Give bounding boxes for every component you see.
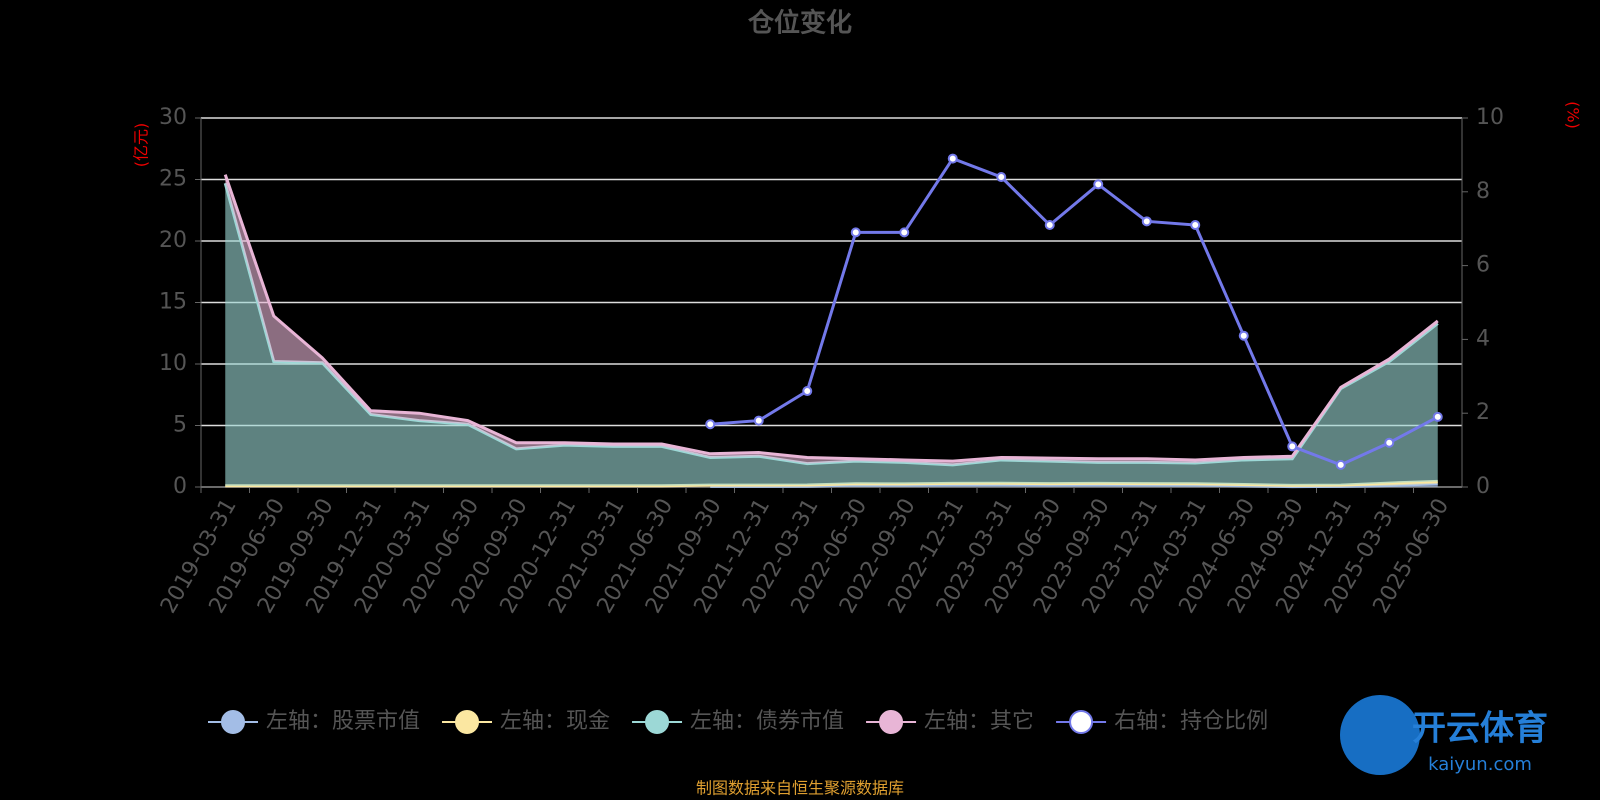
area-line <box>223 174 1439 463</box>
y-tick-label: 25 <box>159 167 187 192</box>
line-point <box>1384 437 1395 448</box>
y-tick-label: 10 <box>159 351 187 376</box>
legend-symbol <box>879 710 904 734</box>
legend-label: 左轴：债券市值 <box>690 709 844 734</box>
legend-symbol <box>645 710 670 734</box>
line-point <box>1335 459 1346 470</box>
line-point <box>705 419 716 430</box>
line-point <box>1093 179 1104 190</box>
chart-title: 仓位变化 <box>747 8 852 39</box>
line-point <box>996 172 1007 183</box>
legend-symbol <box>455 710 480 734</box>
legend-item[interactable]: 左轴：其它 <box>866 709 1034 734</box>
y2-tick-label: 0 <box>1476 474 1490 499</box>
y-unit-label: (亿元) <box>132 123 151 168</box>
legend-label: 右轴：持仓比例 <box>1114 709 1268 734</box>
legend-item[interactable]: 左轴：现金 <box>442 709 610 734</box>
legend-label: 左轴：其它 <box>924 709 1034 734</box>
y2-tick-label: 8 <box>1476 179 1490 204</box>
watermark-text: kaiyun.com <box>1428 754 1532 775</box>
y2-tick-label: 2 <box>1476 400 1490 425</box>
line-point <box>1287 441 1298 452</box>
line-point <box>1432 411 1443 422</box>
y2-unit-label: (%) <box>1564 101 1583 129</box>
line-point <box>753 415 764 426</box>
y-tick-label: 20 <box>159 228 187 253</box>
watermark-logo <box>1340 695 1420 775</box>
legend-label: 左轴：股票市值 <box>266 709 420 734</box>
legend-symbol <box>221 710 245 734</box>
y2-tick-label: 6 <box>1476 253 1490 278</box>
line-point <box>947 153 958 164</box>
y-tick-label: 30 <box>159 105 187 130</box>
line-point <box>1044 220 1055 231</box>
y-tick-label: 0 <box>173 474 187 499</box>
line-point <box>850 227 861 238</box>
y-tick-label: 15 <box>159 290 187 315</box>
line-point <box>802 386 813 397</box>
legend-item[interactable]: 右轴：持仓比例 <box>1056 709 1268 734</box>
line <box>710 156 1439 467</box>
line-point <box>1238 330 1249 341</box>
y2-tick-label: 4 <box>1476 326 1490 351</box>
y-tick-label: 5 <box>173 413 187 438</box>
source-note: 制图数据来自恒生聚源数据库 <box>696 779 904 798</box>
line-point <box>899 227 910 238</box>
legend-label: 左轴：现金 <box>500 709 610 734</box>
line-point <box>1141 216 1152 227</box>
watermark-text: 开云体育 <box>1412 709 1548 749</box>
y2-tick-label: 10 <box>1476 105 1504 130</box>
watermark: 开云体育 kaiyun.com <box>1340 695 1548 775</box>
line-point <box>1190 220 1201 231</box>
legend-item[interactable]: 左轴：债券市值 <box>632 709 844 734</box>
legend-item[interactable]: 左轴：股票市值 <box>208 709 420 734</box>
legend-symbol <box>1069 710 1094 734</box>
